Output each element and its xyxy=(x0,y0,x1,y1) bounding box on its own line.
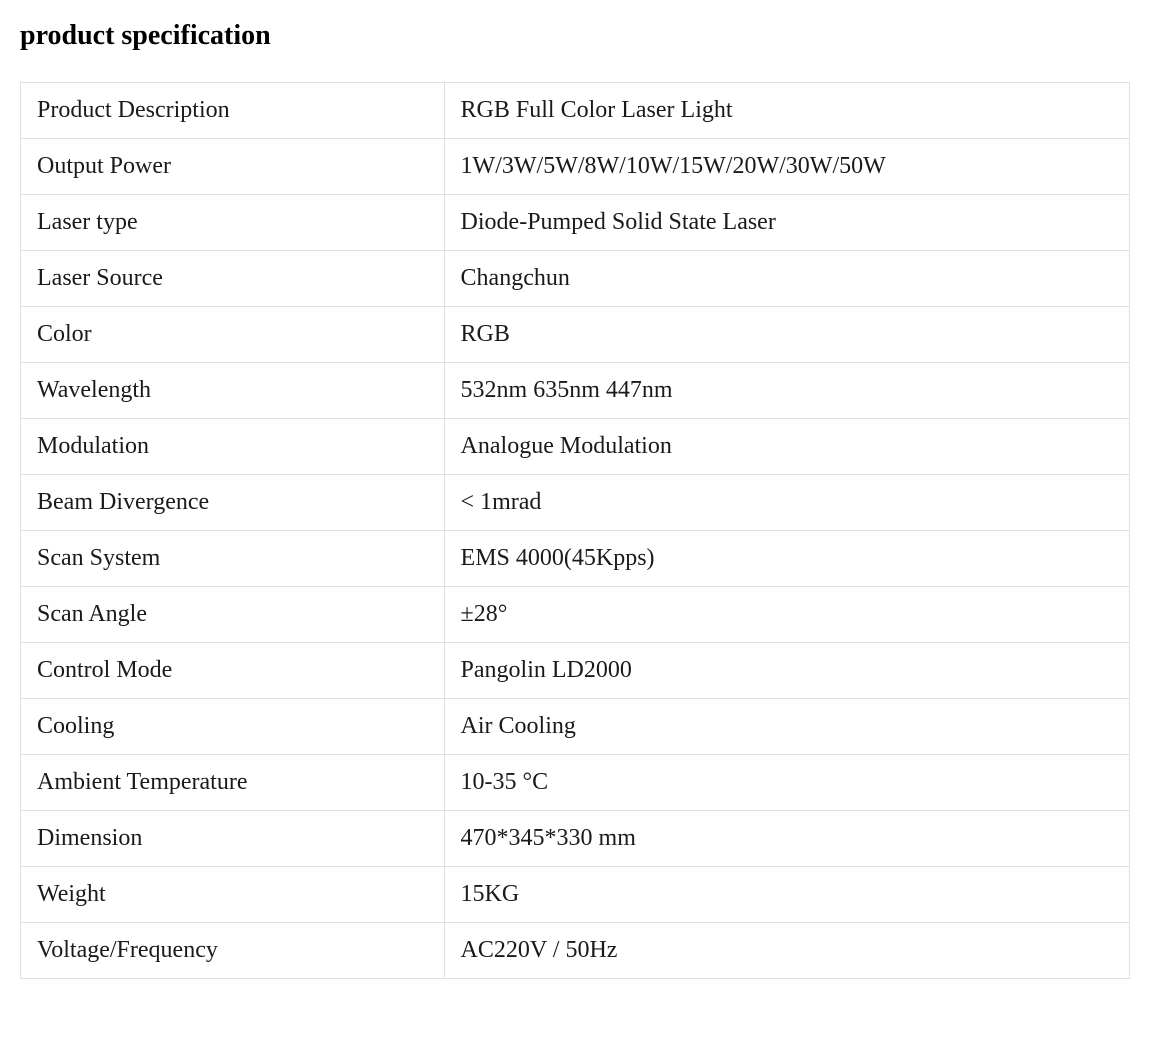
table-row: Color RGB xyxy=(21,307,1130,363)
spec-value: Diode-Pumped Solid State Laser xyxy=(444,195,1129,251)
spec-value: EMS 4000(45Kpps) xyxy=(444,531,1129,587)
table-row: Dimension 470*345*330 mm xyxy=(21,811,1130,867)
spec-label: Control Mode xyxy=(21,643,445,699)
page-title: product specification xyxy=(20,20,1146,52)
spec-value: 1W/3W/5W/8W/10W/15W/20W/30W/50W xyxy=(444,139,1129,195)
table-row: Ambient Temperature 10-35 °C xyxy=(21,755,1130,811)
table-row: Scan Angle ±28° xyxy=(21,587,1130,643)
table-row: Beam Divergence < 1mrad xyxy=(21,475,1130,531)
spec-value: RGB xyxy=(444,307,1129,363)
spec-table: Product Description RGB Full Color Laser… xyxy=(20,82,1130,979)
spec-label: Ambient Temperature xyxy=(21,755,445,811)
table-row: Scan System EMS 4000(45Kpps) xyxy=(21,531,1130,587)
table-row: Wavelength 532nm 635nm 447nm xyxy=(21,363,1130,419)
spec-label: Scan System xyxy=(21,531,445,587)
spec-label: Laser type xyxy=(21,195,445,251)
spec-label: Laser Source xyxy=(21,251,445,307)
spec-value: Analogue Modulation xyxy=(444,419,1129,475)
table-row: Control Mode Pangolin LD2000 xyxy=(21,643,1130,699)
spec-label: Dimension xyxy=(21,811,445,867)
spec-value: < 1mrad xyxy=(444,475,1129,531)
table-row: Output Power 1W/3W/5W/8W/10W/15W/20W/30W… xyxy=(21,139,1130,195)
spec-label: Weight xyxy=(21,867,445,923)
table-row: Voltage/Frequency AC220V / 50Hz xyxy=(21,923,1130,979)
table-row: Weight 15KG xyxy=(21,867,1130,923)
spec-label: Product Description xyxy=(21,83,445,139)
table-row: Product Description RGB Full Color Laser… xyxy=(21,83,1130,139)
spec-value: Pangolin LD2000 xyxy=(444,643,1129,699)
spec-value: 10-35 °C xyxy=(444,755,1129,811)
table-row: Laser Source Changchun xyxy=(21,251,1130,307)
spec-label: Modulation xyxy=(21,419,445,475)
spec-label: Scan Angle xyxy=(21,587,445,643)
spec-value: 15KG xyxy=(444,867,1129,923)
spec-value: 532nm 635nm 447nm xyxy=(444,363,1129,419)
table-row: Modulation Analogue Modulation xyxy=(21,419,1130,475)
spec-value: Air Cooling xyxy=(444,699,1129,755)
spec-label: Voltage/Frequency xyxy=(21,923,445,979)
spec-label: Cooling xyxy=(21,699,445,755)
spec-value: Changchun xyxy=(444,251,1129,307)
spec-value: 470*345*330 mm xyxy=(444,811,1129,867)
spec-value: ±28° xyxy=(444,587,1129,643)
spec-value: AC220V / 50Hz xyxy=(444,923,1129,979)
spec-label: Color xyxy=(21,307,445,363)
spec-label: Wavelength xyxy=(21,363,445,419)
spec-label: Output Power xyxy=(21,139,445,195)
table-row: Cooling Air Cooling xyxy=(21,699,1130,755)
spec-value: RGB Full Color Laser Light xyxy=(444,83,1129,139)
table-row: Laser type Diode-Pumped Solid State Lase… xyxy=(21,195,1130,251)
spec-label: Beam Divergence xyxy=(21,475,445,531)
